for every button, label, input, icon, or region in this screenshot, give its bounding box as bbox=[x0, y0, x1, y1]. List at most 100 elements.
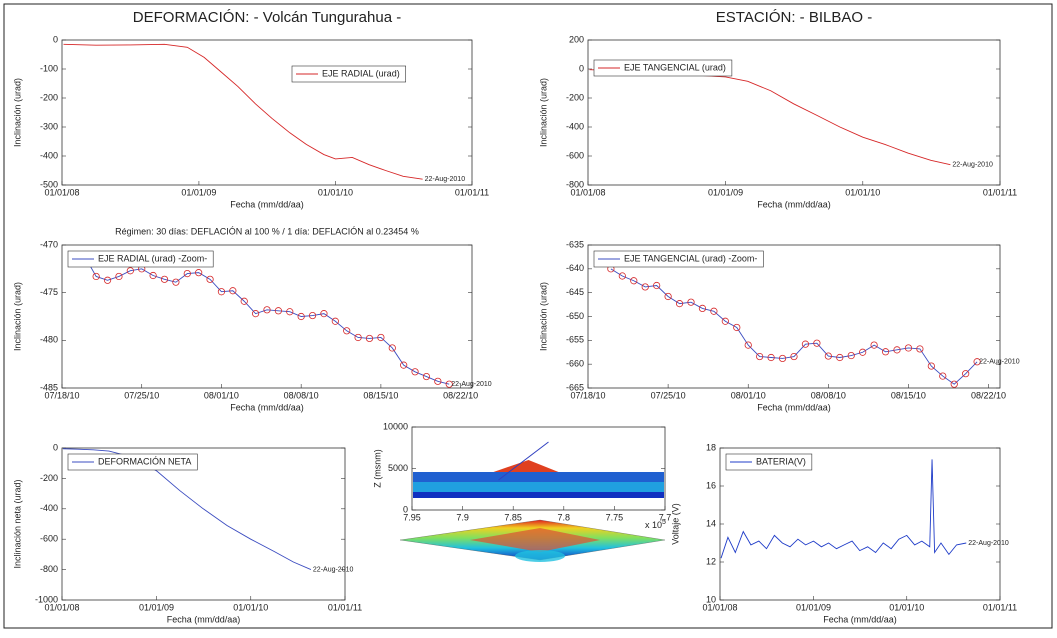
marker bbox=[904, 344, 913, 352]
marker bbox=[217, 288, 226, 296]
y-tick-label: 18 bbox=[706, 442, 716, 452]
chart-title: ESTACIÓN: - BILBAO - bbox=[716, 9, 872, 26]
marker bbox=[756, 352, 764, 361]
marker bbox=[388, 344, 396, 352]
marker bbox=[377, 333, 385, 342]
marker bbox=[778, 354, 787, 363]
marker bbox=[445, 380, 453, 388]
y-axis-label: Inclinación (urad) bbox=[538, 282, 548, 351]
marker bbox=[343, 327, 351, 335]
y-tick-label: -600 bbox=[566, 150, 584, 160]
marker bbox=[618, 272, 626, 280]
marker bbox=[297, 312, 305, 321]
y-tick-label: -600 bbox=[40, 534, 58, 544]
x-tick-label: 08/15/10 bbox=[891, 390, 926, 400]
x-tick-label: 01/01/09 bbox=[139, 602, 174, 612]
marker bbox=[687, 298, 695, 306]
marker bbox=[126, 267, 134, 275]
plot-area bbox=[61, 447, 346, 601]
plot-area bbox=[61, 39, 473, 186]
x-tick-label: 01/01/10 bbox=[318, 187, 353, 197]
surface-peak bbox=[493, 460, 559, 472]
marker bbox=[927, 362, 935, 370]
marker bbox=[115, 272, 123, 281]
y-axis-label: Z (msnm) bbox=[372, 449, 382, 488]
marker bbox=[710, 307, 718, 315]
marker bbox=[962, 370, 970, 378]
marker bbox=[939, 372, 947, 380]
x-tick-label: 07/18/10 bbox=[44, 390, 79, 400]
y-tick-label: -400 bbox=[40, 150, 58, 160]
y-tick-label: 0 bbox=[579, 63, 584, 73]
annotation: 22-Aug-2010 bbox=[952, 162, 993, 169]
x-tick-label: 01/01/11 bbox=[983, 602, 1017, 612]
y-tick-label: 10000 bbox=[383, 421, 408, 431]
series-line bbox=[63, 448, 312, 571]
y-tick-label: -635 bbox=[566, 239, 584, 249]
surface-band bbox=[413, 472, 664, 482]
legend-box bbox=[67, 453, 198, 471]
x-tick-label: 07/18/10 bbox=[570, 390, 605, 400]
marker bbox=[263, 306, 271, 314]
x-tick-label: 7.7 bbox=[659, 512, 672, 522]
x-axis-label: Fecha (mm/dd/aa) bbox=[757, 402, 831, 412]
marker bbox=[870, 341, 878, 349]
x-tick-label: 07/25/10 bbox=[651, 390, 686, 400]
y-tick-label: 200 bbox=[569, 34, 584, 44]
marker bbox=[411, 368, 419, 376]
plot-area bbox=[587, 244, 1001, 389]
surface-axis bbox=[498, 441, 549, 481]
y-tick-label: -200 bbox=[40, 473, 58, 483]
marker bbox=[206, 275, 214, 283]
marker bbox=[881, 348, 890, 356]
marker bbox=[365, 334, 374, 343]
y-tick-label: -800 bbox=[566, 179, 584, 189]
x-tick-label: 01/01/08 bbox=[702, 602, 737, 612]
x-tick-label: 7.85 bbox=[504, 512, 522, 522]
chart-title: DEFORMACIÓN: - Volcán Tungurahua - bbox=[133, 9, 401, 26]
y-tick-label: -640 bbox=[566, 263, 584, 273]
series-line bbox=[610, 268, 978, 385]
legend-box bbox=[725, 453, 813, 471]
y-tick-label: -400 bbox=[566, 121, 584, 131]
y-tick-label: 0 bbox=[53, 34, 58, 44]
x-tick-label: 7.8 bbox=[558, 512, 571, 522]
x-tick-label: 7.95 bbox=[403, 512, 421, 522]
y-axis-label: Inclinación (urad) bbox=[12, 282, 22, 351]
y-axis-label: Inclinación neta (urad) bbox=[12, 479, 22, 568]
marker bbox=[195, 269, 203, 277]
x-multiplier-base: x 10 bbox=[645, 520, 662, 530]
annotation: 22-Aug-2010 bbox=[313, 566, 354, 573]
x-axis-label: Fecha (mm/dd/aa) bbox=[230, 402, 304, 412]
y-tick-label: -200 bbox=[40, 92, 58, 102]
y-tick-label: -470 bbox=[40, 239, 58, 249]
x-tick-label: 01/01/08 bbox=[570, 187, 605, 197]
annotation: 22-Aug-2010 bbox=[425, 176, 466, 183]
marker bbox=[675, 300, 684, 308]
y-tick-label: -300 bbox=[40, 121, 58, 131]
marker bbox=[149, 271, 157, 280]
marker bbox=[790, 352, 798, 361]
y-tick-label: -660 bbox=[566, 359, 584, 369]
y-tick-label: 12 bbox=[706, 556, 716, 566]
series-line bbox=[84, 256, 450, 385]
x-tick-label: 07/25/10 bbox=[124, 390, 159, 400]
marker bbox=[400, 361, 408, 369]
x-multiplier-exponent: 5 bbox=[662, 519, 666, 526]
y-tick-label: -100 bbox=[40, 63, 58, 73]
x-axis-label: Fecha (mm/dd/aa) bbox=[230, 199, 304, 209]
legend-label: EJE TANGENCIAL (urad) -Zoom- bbox=[624, 253, 757, 263]
x-tick-label: 08/08/10 bbox=[811, 390, 846, 400]
x-tick-label: 7.75 bbox=[606, 512, 624, 522]
x-tick-label: 01/01/09 bbox=[796, 602, 831, 612]
marker bbox=[767, 353, 775, 362]
y-tick-label: 14 bbox=[706, 518, 716, 528]
marker bbox=[973, 358, 981, 366]
marker bbox=[824, 352, 832, 360]
x-tick-label: 01/01/10 bbox=[845, 187, 880, 197]
y-tick-label: -500 bbox=[40, 179, 58, 189]
y-axis-label: Voltaje (V) bbox=[670, 503, 680, 545]
marker bbox=[916, 345, 924, 353]
legend-label: EJE RADIAL (urad) -Zoom- bbox=[98, 253, 207, 263]
